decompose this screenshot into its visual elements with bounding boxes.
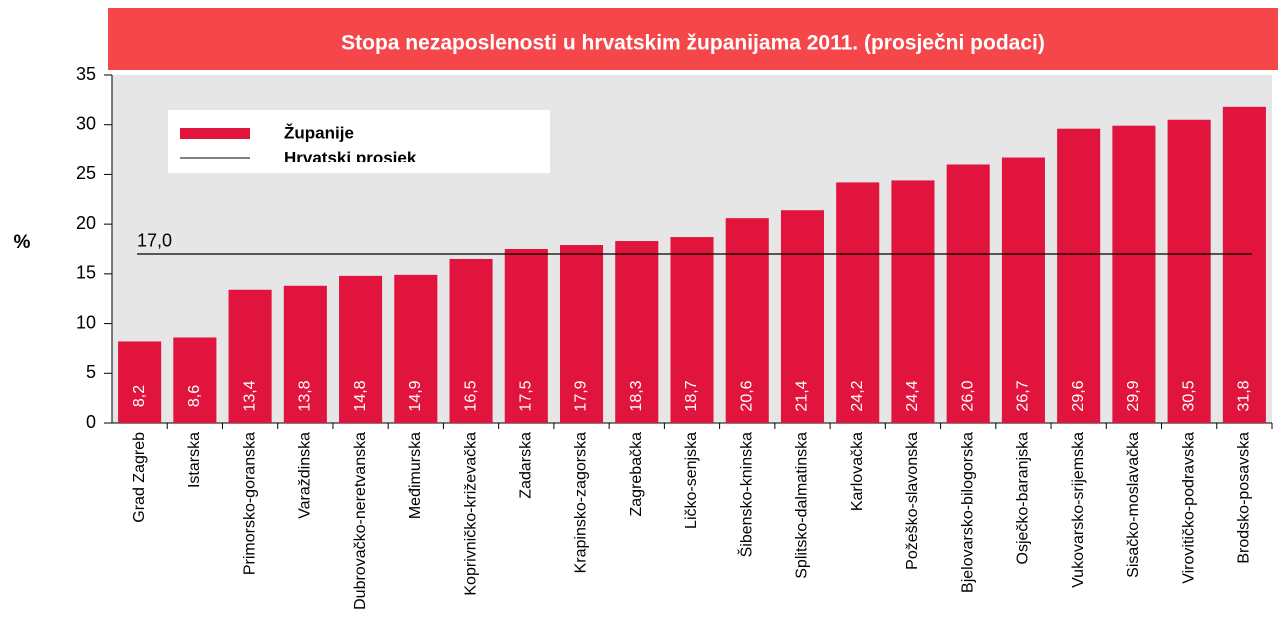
bar <box>836 182 880 423</box>
value-label: 17,9 <box>573 380 590 411</box>
value-label: 31,8 <box>1236 380 1253 411</box>
x-tick-label: Primorsko-goranska <box>241 432 258 575</box>
bar <box>670 237 714 423</box>
bar <box>173 337 217 423</box>
bar <box>1167 119 1211 423</box>
bar <box>1001 157 1045 424</box>
value-label: 29,9 <box>1125 380 1142 411</box>
x-tick-label: Krapinsko-zagorska <box>573 432 590 574</box>
value-label: 8,6 <box>186 385 203 407</box>
bar <box>559 245 604 423</box>
x-tick-label: Ličko-senjska <box>683 432 700 529</box>
value-label: 24,4 <box>904 380 921 411</box>
x-tick-label: Brodsko-posavska <box>1236 432 1253 564</box>
value-label: 13,8 <box>297 380 314 411</box>
y-tick-label: 35 <box>76 64 96 84</box>
bar <box>394 274 438 423</box>
y-tick-label: 5 <box>86 362 96 382</box>
legend-label: Županije <box>284 123 354 142</box>
bar <box>1222 106 1266 424</box>
y-tick-label: 15 <box>76 263 96 283</box>
value-label: 26,7 <box>1015 380 1032 411</box>
y-tick-label: 25 <box>76 163 96 183</box>
x-tick-label: Osječko-baranjska <box>1015 432 1032 565</box>
bar <box>891 180 935 423</box>
bar <box>725 218 769 423</box>
value-label: 14,8 <box>352 380 369 411</box>
value-label: 13,4 <box>241 380 258 411</box>
x-tick-label: Bjelovarsko-bilogorska <box>959 432 976 593</box>
x-tick-label: Karlovačka <box>849 432 866 511</box>
value-label: 18,7 <box>683 380 700 411</box>
legend-swatch <box>180 128 250 139</box>
x-tick-label: Virovitičko-podravska <box>1180 432 1197 584</box>
x-tick-label: Splitsko-dalmatinska <box>794 432 811 579</box>
bar <box>118 341 162 423</box>
y-tick-label: 0 <box>86 412 96 432</box>
value-label: 30,5 <box>1180 380 1197 411</box>
average-label: 17,0 <box>137 231 172 251</box>
value-label: 21,4 <box>794 380 811 411</box>
title-bar <box>108 8 1278 70</box>
x-tick-label: Varaždinska <box>297 432 314 519</box>
x-tick-label: Požeško-slavonska <box>904 432 921 570</box>
bar <box>504 249 548 423</box>
bar <box>780 210 825 423</box>
value-label: 8,2 <box>131 385 148 407</box>
x-tick-label: Međimurska <box>407 432 424 519</box>
bar <box>228 289 272 423</box>
x-tick-label: Šibensko-kninska <box>736 432 755 558</box>
bar <box>615 241 659 423</box>
bar <box>946 164 990 423</box>
x-tick-label: Sisačko-moslavačka <box>1125 432 1142 578</box>
bar <box>449 258 493 423</box>
legend <box>168 110 550 173</box>
bar <box>1112 125 1156 424</box>
x-tick-label: Vukovarsko-srijemska <box>1070 432 1087 588</box>
y-tick-label: 10 <box>76 312 96 332</box>
y-axis-label: % <box>14 232 31 253</box>
bar <box>339 275 383 423</box>
value-label: 20,6 <box>738 380 755 411</box>
x-tick-label: Grad Zagreb <box>131 432 148 523</box>
y-tick-label: 30 <box>76 113 96 133</box>
x-tick-label: Istarska <box>186 432 203 488</box>
y-tick-label: 20 <box>76 213 96 233</box>
value-label: 29,6 <box>1070 380 1087 411</box>
x-tick-label: Koprivničko-križevačka <box>462 432 479 596</box>
value-label: 16,5 <box>462 380 479 411</box>
legend-label: Hrvatski prosjek <box>284 148 417 167</box>
bar <box>283 285 327 423</box>
value-label: 18,3 <box>628 380 645 411</box>
x-tick-label: Zadarska <box>518 432 535 499</box>
value-label: 14,9 <box>407 380 424 411</box>
x-tick-label: Zagrebačka <box>628 432 645 517</box>
value-label: 26,0 <box>959 380 976 411</box>
bar <box>1057 128 1101 424</box>
x-tick-label: Dubrovačko-neretvanska <box>352 432 369 610</box>
chart-title: Stopa nezaposlenosti u hrvatskim županij… <box>341 32 1045 55</box>
value-label: 24,2 <box>849 380 866 411</box>
value-label: 17,5 <box>518 380 535 411</box>
